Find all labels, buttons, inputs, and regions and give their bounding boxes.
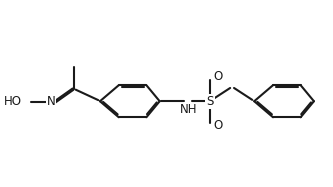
Text: N: N (47, 95, 55, 108)
Text: HO: HO (3, 95, 21, 108)
Text: O: O (213, 119, 222, 132)
Text: S: S (206, 95, 214, 108)
Text: NH: NH (179, 103, 197, 116)
Text: O: O (213, 70, 222, 83)
